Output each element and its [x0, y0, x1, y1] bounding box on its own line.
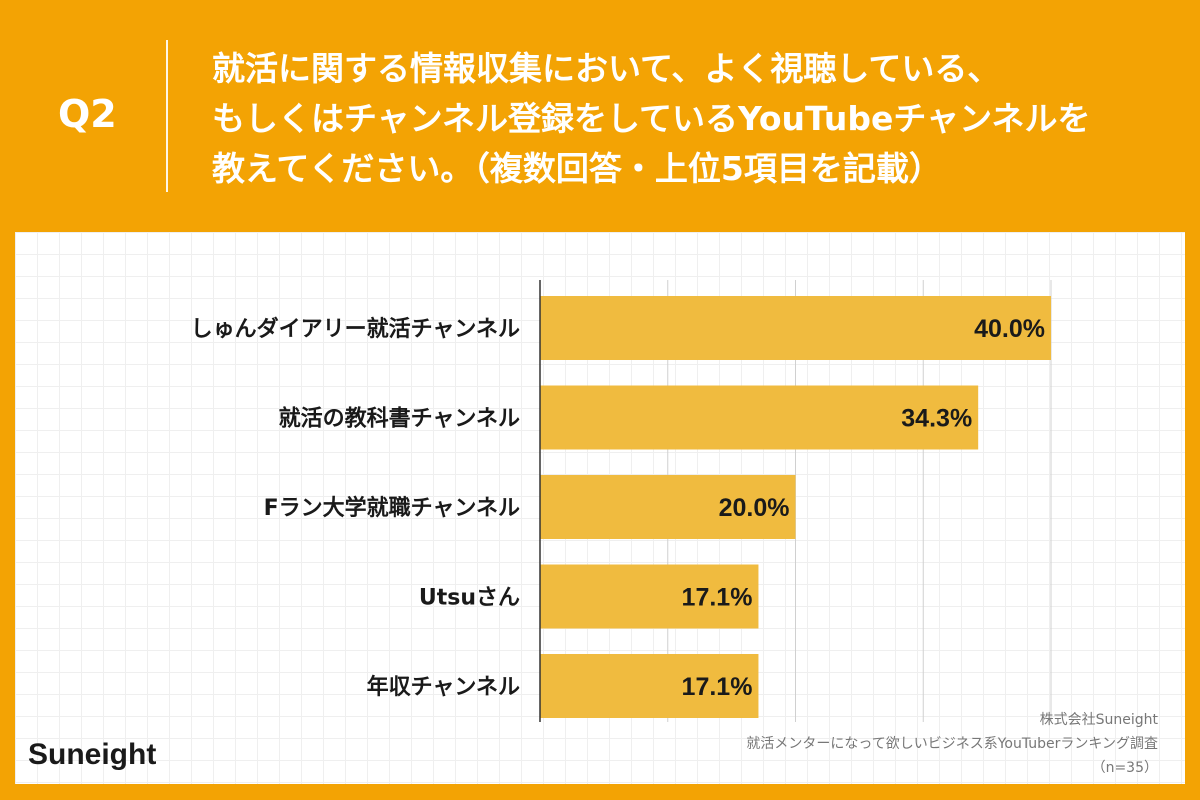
header-divider: [166, 40, 168, 192]
source-note: 株式会社Suneight 就活メンターになって欲しいビジネス系YouTuberラ…: [746, 708, 1158, 780]
question-line-3: 教えてください。（複数回答・上位5項目を記載）: [212, 149, 942, 188]
category-label: しゅんダイアリー就活チャンネル: [191, 316, 520, 342]
source-line-3: （n=35）: [1091, 760, 1158, 776]
category-label: Fラン大学就職チャンネル: [264, 495, 520, 521]
bar: [540, 564, 759, 629]
data-label: 20.0%: [719, 494, 790, 522]
question-line-2: もしくはチャンネル登録をしているYouTubeチャンネルを: [212, 99, 1091, 138]
category-label: 就活の教科書チャンネル: [279, 406, 520, 432]
bar: [540, 475, 796, 539]
data-label: 17.1%: [682, 584, 753, 612]
chart-panel: しゅんダイアリー就活チャンネル 40.0% 就活の教科書チャンネル 34.3% Fラン大…: [15, 232, 1185, 784]
source-line-2: 就活メンターになって欲しいビジネス系YouTuberランキング調査: [746, 736, 1158, 752]
bar-chart: しゅんダイアリー就活チャンネル 40.0% 就活の教科書チャンネル 34.3% Fラン大…: [191, 280, 1052, 722]
data-label: 34.3%: [901, 405, 972, 433]
brand-logo: Suneight: [28, 738, 157, 771]
header: Q2 就活に関する情報収集において、よく視聴している、 もしくはチャンネル登録を…: [0, 0, 1200, 230]
category-label: 年収チャンネル: [367, 674, 520, 700]
question-line-1: 就活に関する情報収集において、よく視聴している、: [212, 49, 1001, 88]
question-number: Q2: [58, 92, 117, 136]
data-label: 17.1%: [682, 673, 753, 701]
bar: [540, 385, 979, 450]
bar: [540, 654, 759, 718]
source-line-1: 株式会社Suneight: [1039, 712, 1158, 728]
category-label: Utsuさん: [419, 586, 520, 611]
bar: [540, 296, 1051, 360]
question-text: 就活に関する情報収集において、よく視聴している、 もしくはチャンネル登録をしてい…: [212, 44, 1172, 194]
data-label: 40.0%: [974, 315, 1045, 343]
